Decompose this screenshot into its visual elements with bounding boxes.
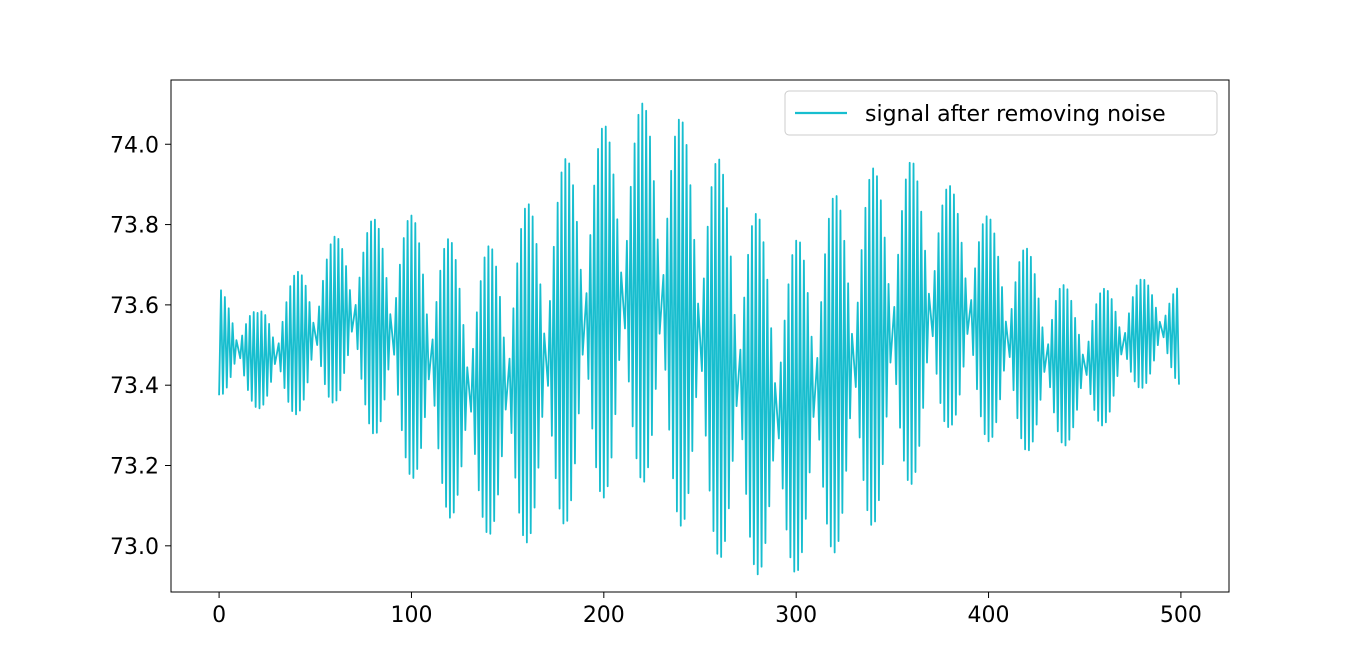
y-tick-label: 73.6 bbox=[110, 294, 159, 319]
legend: signal after removing noise bbox=[784, 90, 1218, 136]
y-tick-label: 73.4 bbox=[110, 374, 159, 399]
x-tick-label: 0 bbox=[212, 603, 226, 628]
y-tick-label: 74.0 bbox=[110, 133, 159, 158]
x-tick-label: 300 bbox=[775, 603, 817, 628]
y-tick-label: 73.0 bbox=[110, 535, 159, 560]
axes-frame bbox=[170, 79, 1230, 593]
legend-box bbox=[784, 90, 1218, 136]
y-tick-label: 73.8 bbox=[110, 214, 159, 239]
series-layer bbox=[218, 102, 1180, 576]
x-tick-label: 400 bbox=[968, 603, 1010, 628]
x-axis: 0 100 200 300 400 500 bbox=[212, 592, 1202, 628]
series-line bbox=[218, 102, 1180, 576]
x-tick-label: 100 bbox=[390, 603, 432, 628]
plot-area bbox=[170, 79, 1230, 593]
x-tick-label: 500 bbox=[1160, 603, 1202, 628]
y-tick-label: 73.2 bbox=[110, 455, 159, 480]
y-axis: 73.0 73.2 73.4 73.6 73.8 74.0 bbox=[110, 133, 171, 560]
legend-entry-label: signal after removing noise bbox=[865, 102, 1166, 127]
x-tick-label: 200 bbox=[583, 603, 625, 628]
